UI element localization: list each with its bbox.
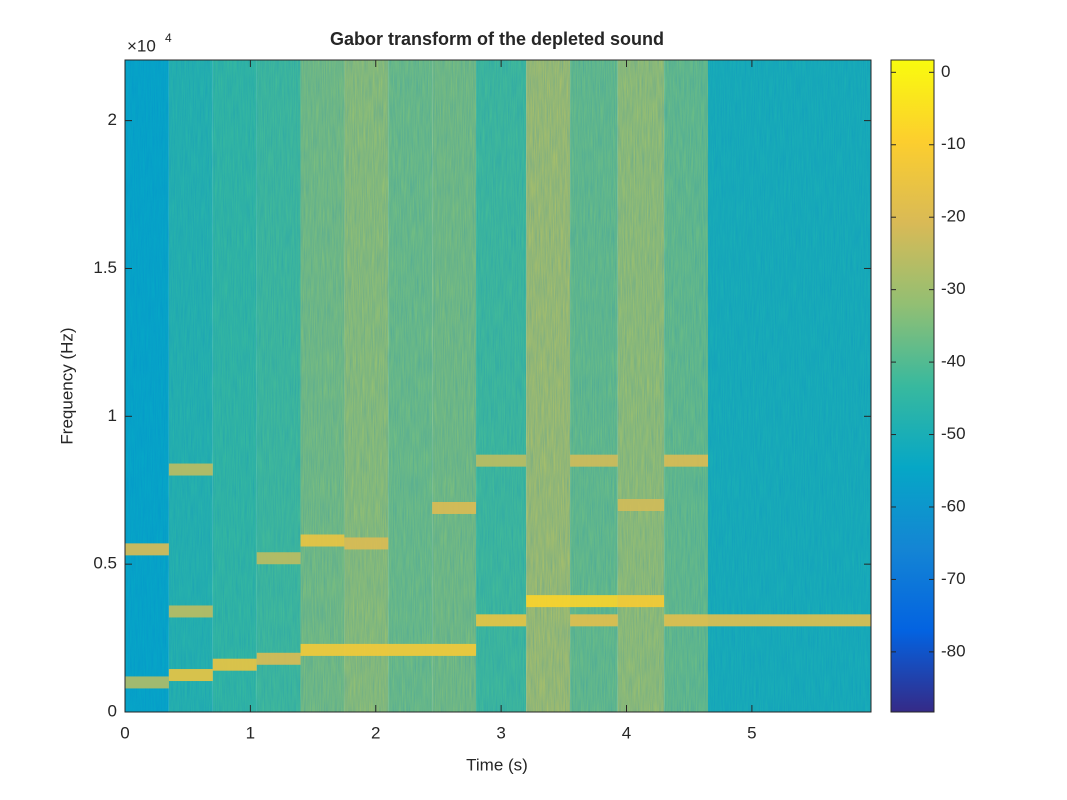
note — [476, 614, 527, 627]
x-tick-label: 0 — [120, 723, 129, 742]
colorbar-tick-label: -40 — [941, 352, 966, 371]
note — [168, 463, 213, 476]
note — [432, 501, 477, 514]
colorbar — [890, 59, 935, 713]
colorbar-tick-label: -80 — [941, 641, 966, 660]
texture — [125, 60, 871, 712]
note — [617, 595, 665, 608]
note — [168, 605, 213, 618]
note — [125, 676, 169, 689]
note — [168, 669, 213, 682]
y-tick-label: 1 — [108, 406, 117, 425]
note — [570, 614, 618, 627]
y-multiplier-exp: 4 — [165, 31, 172, 45]
y-tick-label: 1.5 — [93, 258, 117, 277]
y-axis-label: Frequency (Hz) — [57, 327, 76, 444]
colorbar-tick-label: 0 — [941, 62, 950, 81]
note — [664, 454, 709, 467]
x-tick-label: 4 — [622, 723, 631, 742]
y-tick-label: 0 — [108, 701, 117, 720]
note — [212, 658, 257, 671]
x-tick-label: 3 — [496, 723, 505, 742]
chart-title: Gabor transform of the depleted sound — [330, 29, 664, 49]
note — [664, 614, 871, 627]
note — [570, 454, 618, 467]
note — [617, 499, 665, 512]
x-axis-label: Time (s) — [466, 755, 528, 774]
y-multiplier: ×10 — [127, 36, 156, 55]
x-tick-label: 1 — [246, 723, 255, 742]
colorbar-tick-label: -70 — [941, 569, 966, 588]
colorbar-tick-label: -60 — [941, 496, 966, 515]
note — [476, 454, 527, 467]
note — [256, 652, 301, 665]
note — [125, 543, 169, 556]
y-tick-label: 0.5 — [93, 554, 117, 573]
note — [526, 595, 618, 608]
note — [300, 534, 345, 547]
colorbar-tick-label: -50 — [941, 424, 966, 443]
note — [344, 537, 389, 550]
colorbar-tick-label: -10 — [941, 134, 966, 153]
x-tick-label: 2 — [371, 723, 380, 742]
plot-area — [125, 60, 871, 712]
x-tick-label: 5 — [747, 723, 756, 742]
plot-frame — [124, 59, 872, 713]
y-tick-label: 2 — [108, 110, 117, 129]
colorbar-tick-label: -20 — [941, 207, 966, 226]
note — [300, 643, 477, 656]
note — [256, 552, 301, 565]
colorbar-tick-label: -30 — [941, 279, 966, 298]
